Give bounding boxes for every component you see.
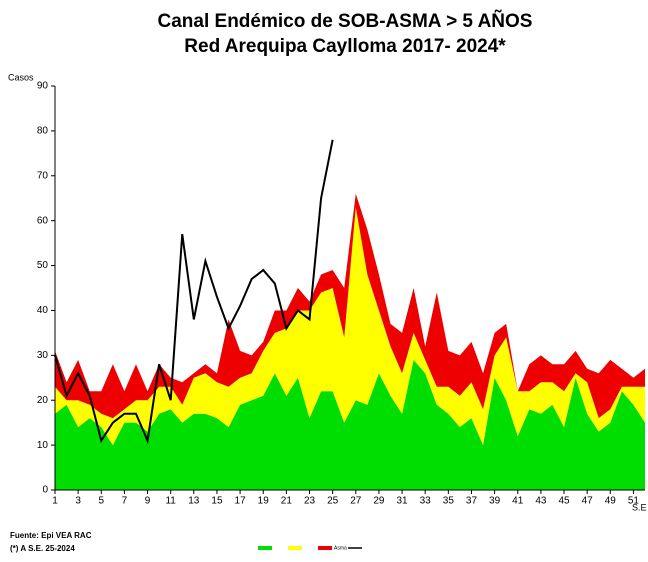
x-tick-label: 51 [628,496,640,507]
x-tick-label: 5 [98,496,104,507]
x-tick-label: 31 [396,496,408,507]
stacked-area [55,359,645,490]
stacked-area [55,207,645,446]
note: (*) A S.E. 25-2024 [10,544,75,553]
x-tick-label: 15 [211,496,223,507]
x-tick-label: 41 [512,496,524,507]
y-tick-label: 80 [37,126,49,137]
x-tick-label: 35 [443,496,455,507]
y-tick-label: 60 [37,215,49,226]
x-tick-label: 29 [373,496,385,507]
x-tick-label: 17 [235,496,247,507]
source: Fuente: Epi VEA RAC [10,531,92,540]
x-tick-label: 21 [281,496,293,507]
x-tick-label: 23 [304,496,316,507]
chart-title: Canal Endémico de SOB-ASMA > 5 AÑOS [158,10,533,32]
x-tick-label: 25 [327,496,339,507]
x-axis-label: S.E [632,502,647,512]
stacked-area [55,193,645,419]
line [54,139,334,445]
x-tick-label: 43 [535,496,547,507]
y-tick-label: 30 [37,350,49,361]
x-tick-label: 11 [165,496,176,507]
x-tick-label: 27 [350,496,362,507]
legend-swatch [318,546,332,550]
y-tick-label: 20 [37,395,49,406]
legend-label: Asma [334,545,347,551]
x-tick-label: 39 [489,496,501,507]
x-tick-label: 13 [188,496,200,507]
x-tick-label: 47 [582,496,594,507]
y-tick-label: 70 [37,170,49,181]
y-axis-label: Casos [8,72,34,82]
x-tick-label: 3 [75,496,81,507]
x-tick-label: 49 [605,496,617,507]
legend-swatch [288,546,302,550]
chart-subtitle: Red Arequipa Caylloma 2017- 2024* [184,36,506,57]
x-tick-label: 37 [466,496,478,507]
x-tick-label: 33 [420,496,432,507]
x-tick-label: 9 [145,496,151,507]
y-tick-label: 0 [42,485,48,496]
x-tick-label: 1 [52,496,58,507]
y-tick-label: 90 [37,81,49,92]
x-tick-label: 7 [122,496,128,507]
x-tick-label: 45 [558,496,570,507]
y-tick-label: 40 [37,305,49,316]
y-tick-label: 10 [37,440,49,451]
x-tick-label: 19 [258,496,270,507]
legend-swatch [258,546,272,550]
y-tick-label: 50 [37,260,49,271]
